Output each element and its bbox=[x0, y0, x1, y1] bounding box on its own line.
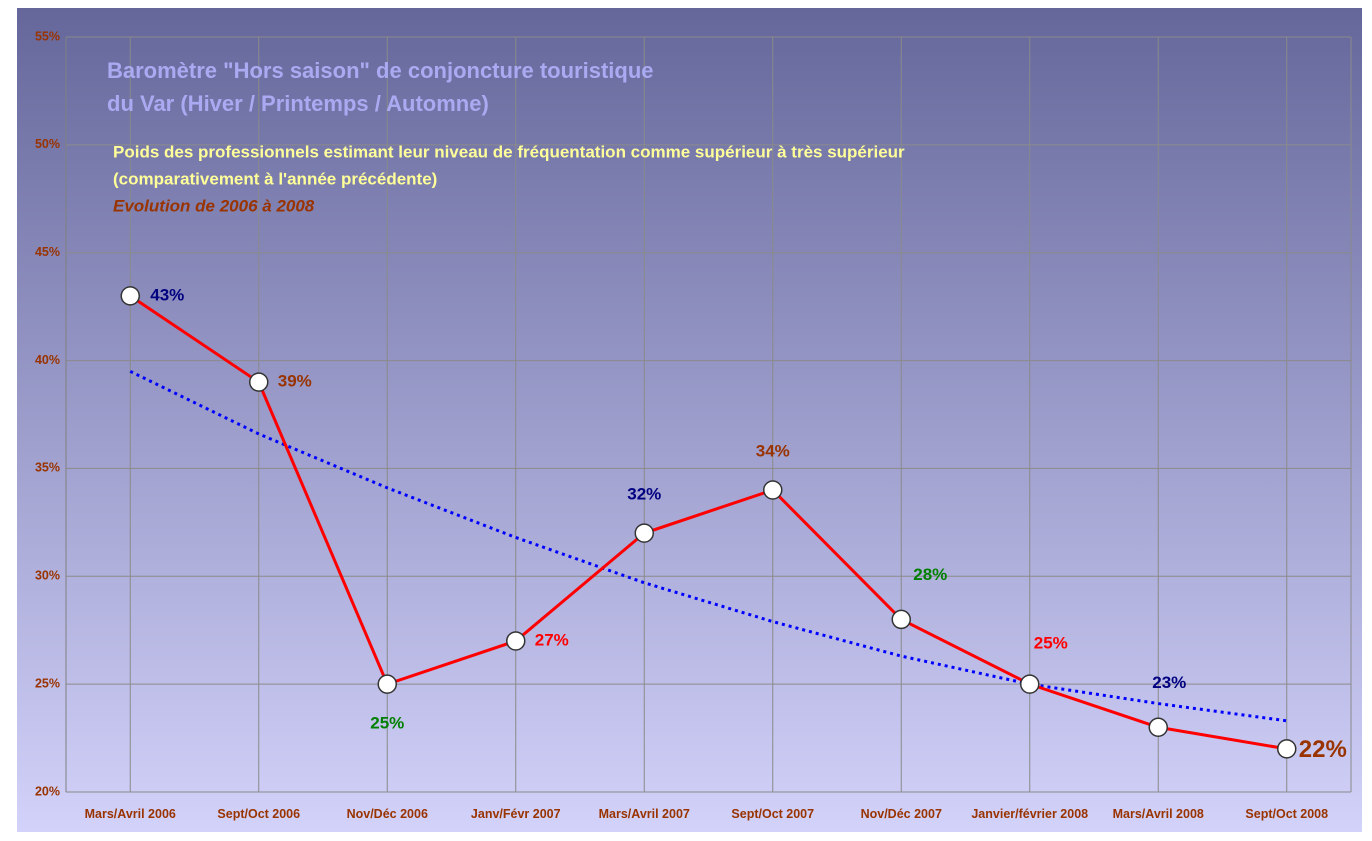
x-tick-label: Sept/Oct 2006 bbox=[217, 807, 301, 821]
data-point bbox=[1148, 717, 1168, 738]
data-label: 28% bbox=[913, 565, 947, 584]
x-tick-label: Sept/Oct 2007 bbox=[731, 807, 815, 821]
x-tick-label: Nov/Déc 2007 bbox=[860, 807, 942, 821]
data-label: 27% bbox=[535, 630, 569, 649]
data-label: 43% bbox=[150, 285, 184, 304]
data-label: 39% bbox=[278, 372, 312, 391]
data-label: 25% bbox=[370, 714, 404, 733]
x-tick-label: Janv/Févr 2007 bbox=[470, 807, 561, 821]
chart-title: du Var (Hiver / Printemps / Automne) bbox=[107, 91, 489, 116]
subtitle: Poids des professionnels estimant leur n… bbox=[113, 142, 905, 161]
background bbox=[17, 8, 1362, 832]
y-tick-label: 40% bbox=[35, 353, 60, 367]
y-tick-label: 20% bbox=[35, 784, 60, 798]
x-tick-label: Mars/Avril 2008 bbox=[1112, 807, 1204, 821]
data-point bbox=[120, 286, 140, 306]
data-point bbox=[1020, 674, 1040, 694]
data-point bbox=[763, 480, 783, 500]
data-label: 25% bbox=[1034, 634, 1068, 653]
x-tick-label: Nov/Déc 2006 bbox=[346, 807, 428, 821]
data-point bbox=[891, 609, 911, 630]
data-line bbox=[129, 294, 1287, 751]
y-tick-label: 35% bbox=[35, 461, 60, 475]
x-tick-label: Janvier/février 2008 bbox=[971, 807, 1089, 821]
chart-title: Baromètre "Hors saison" de conjoncture t… bbox=[107, 58, 654, 83]
data-point bbox=[634, 523, 654, 543]
trend-line bbox=[129, 370, 1287, 723]
data-label: 23% bbox=[1152, 673, 1186, 692]
y-tick-label: 55% bbox=[35, 29, 60, 43]
x-tick-label: Mars/Avril 2007 bbox=[598, 807, 690, 821]
x-tick-label: Sept/Oct 2008 bbox=[1245, 807, 1329, 821]
x-tick-label: Mars/Avril 2006 bbox=[84, 807, 176, 821]
subtitle: (comparativement à l'année précédente) bbox=[113, 169, 437, 188]
y-tick-label: 30% bbox=[35, 569, 60, 583]
data-point bbox=[249, 372, 269, 392]
grid bbox=[65, 36, 1352, 793]
y-tick-label: 25% bbox=[35, 676, 60, 690]
annotation: Evolution de 2006 à 2008 bbox=[113, 196, 315, 215]
data-point bbox=[1277, 739, 1297, 759]
data-label: 22% bbox=[1299, 736, 1347, 763]
data-label: 34% bbox=[756, 441, 790, 460]
data-point bbox=[506, 631, 526, 651]
y-tick-label: 50% bbox=[35, 137, 60, 151]
y-tick-label: 45% bbox=[35, 245, 60, 259]
data-label: 32% bbox=[627, 485, 661, 504]
data-point bbox=[377, 674, 397, 694]
